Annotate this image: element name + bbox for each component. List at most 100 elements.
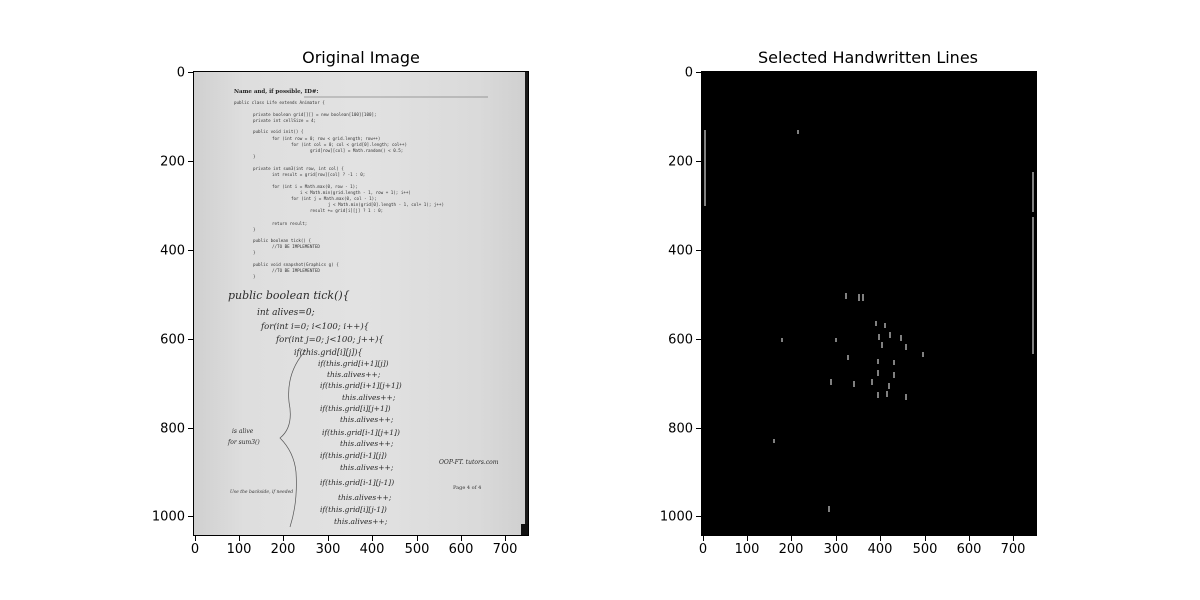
code-line: } [253, 274, 256, 279]
code-line: private int sum3(int row, int col) { [253, 166, 344, 171]
code-line: j < Math.min(grid[0].length - 1, col+ 1)… [328, 202, 444, 207]
x-tick-label: 300 [823, 542, 849, 557]
x-tick-label: 400 [359, 542, 385, 557]
handwritten-line: this.alives++; [342, 393, 396, 402]
code-line: return result; [272, 221, 307, 226]
panel-title-original: Original Image [302, 48, 420, 67]
y-tick-label: 200 [160, 154, 185, 170]
x-tick-label: 200 [778, 542, 804, 557]
x-tick [239, 536, 240, 541]
x-tick [791, 536, 792, 541]
handwritten-line: this.alives++; [334, 517, 388, 526]
code-line: public boolean tick() { [253, 238, 311, 243]
y-tick-label: 800 [668, 421, 693, 437]
handwritten-line: for(int i=0; i<100; i++){ [260, 321, 370, 332]
footer-left: Use the backside, if needed [230, 489, 293, 495]
handwriting-mask-image [702, 72, 1036, 535]
code-line: for (int i = Math.max(0, row - 1); [272, 184, 358, 189]
doc-header: Name and, if possible, ID#: [234, 89, 318, 95]
handwritten-line: if(this.grid[i][j]){ [294, 348, 363, 357]
handwritten-line: this.alives++; [327, 370, 381, 379]
x-tick-label: 0 [698, 542, 708, 557]
x-tick [969, 536, 970, 541]
paper-edge [525, 72, 528, 535]
handwritten-line: this.alives++; [338, 493, 392, 502]
handwritten-line: if(this.grid[i][j+1]) [320, 404, 391, 413]
x-tick [372, 536, 373, 541]
code-line: private boolean grid[][] = new boolean[1… [253, 112, 377, 117]
y-tick-label: 1000 [151, 509, 185, 525]
handwritten-line: if(this.grid[i][j-1]) [320, 505, 387, 514]
x-tick [703, 536, 704, 541]
handwritten-line: if(this.grid[i+1][j]) [318, 359, 389, 368]
y-tick-label: 600 [160, 332, 185, 348]
paper-background [194, 72, 528, 535]
footer-right: Page 4 of 4 [453, 485, 481, 491]
axes-frame-right [701, 71, 1037, 536]
x-tick [328, 536, 329, 541]
code-line: public class Life extends Animator { [234, 100, 325, 105]
y-tick-label: 0 [684, 65, 693, 81]
x-tick-label: 500 [912, 542, 938, 557]
x-tick [283, 536, 284, 541]
x-tick-label: 500 [404, 542, 430, 557]
brace-curve [279, 349, 307, 528]
y-tick [696, 161, 701, 162]
x-tick [925, 536, 926, 541]
code-line: } [253, 250, 256, 255]
x-tick [747, 536, 748, 541]
x-tick-label: 700 [1000, 542, 1026, 557]
x-tick [461, 536, 462, 541]
y-tick [188, 428, 193, 429]
code-line: } [253, 227, 256, 232]
handwritten-line: if(this.grid[i-1][j-1]) [320, 478, 394, 487]
document-content: Name and, if possible, ID#: public class… [227, 89, 528, 535]
handwritten-line: if(this.grid[i-1][j]) [320, 451, 387, 460]
code-line: private int cellSize = 4; [253, 118, 316, 123]
x-tick [880, 536, 881, 541]
handwritten-line: this.alives++; [340, 439, 394, 448]
handwritten-code: public boolean tick(){ int alives=0; for… [227, 289, 499, 526]
printed-code: public class Life extends Animator { pri… [234, 100, 444, 279]
x-tick [505, 536, 506, 541]
y-tick [188, 72, 193, 73]
x-tick-label: 600 [956, 542, 982, 557]
x-tick-label: 100 [734, 542, 760, 557]
y-tick [188, 339, 193, 340]
handwritten-line: this.alives++; [340, 463, 394, 472]
y-tick [188, 516, 193, 517]
y-tick-label: 1000 [659, 509, 693, 525]
handwritten-line: this.alives++; [340, 415, 394, 424]
x-tick-label: 600 [448, 542, 474, 557]
code-line: result += grid[i][j] ? 1 : 0; [310, 208, 383, 213]
y-tick-label: 600 [668, 332, 693, 348]
original-document-image: Name and, if possible, ID#: public class… [194, 72, 528, 535]
x-tick-label: 0 [190, 542, 200, 557]
x-tick-label: 100 [226, 542, 252, 557]
margin-note: is alive [232, 428, 254, 435]
code-line: public void snapshot(Graphics g) { [253, 262, 339, 267]
code-line: //TO BE IMPLEMENTED [272, 268, 320, 273]
margin-note: for sum3() [227, 439, 260, 446]
y-tick [696, 72, 701, 73]
code-line: for (int col = 0; col < grid[0].length; … [291, 142, 407, 147]
y-tick-label: 0 [176, 65, 185, 81]
y-tick [696, 250, 701, 251]
x-tick-label: 300 [315, 542, 341, 557]
code-line: for (int row = 0; row < grid.length; row… [272, 136, 380, 141]
handwritten-line: int alives=0; [257, 308, 315, 318]
mask-strokes [704, 130, 1034, 512]
y-tick [696, 516, 701, 517]
y-tick-label: 400 [160, 243, 185, 259]
axes-frame-left [193, 71, 529, 536]
side-note: OOP-FT. tutors.com [439, 459, 499, 466]
y-tick [696, 339, 701, 340]
corner-mark [521, 524, 528, 535]
y-tick [696, 428, 701, 429]
handwritten-line: for(int j=0; j<100; j++){ [275, 334, 384, 345]
x-tick-label: 200 [270, 542, 296, 557]
y-tick-label: 800 [160, 421, 185, 437]
y-tick [188, 161, 193, 162]
x-tick-label: 400 [867, 542, 893, 557]
handwritten-line: public boolean tick(){ [228, 289, 350, 302]
